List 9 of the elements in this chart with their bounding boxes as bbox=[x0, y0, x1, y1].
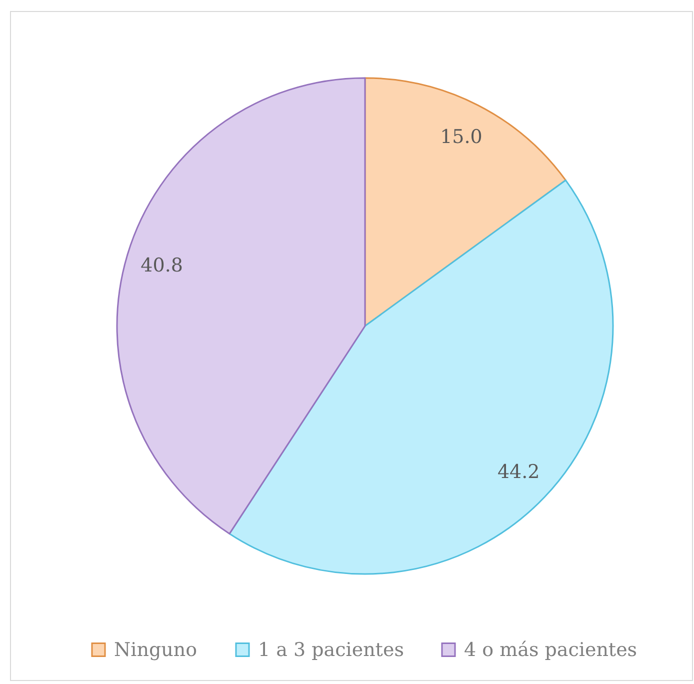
data-label: 15.0 bbox=[440, 126, 482, 148]
legend-label: Ninguno bbox=[114, 638, 198, 661]
pie-slice bbox=[228, 179, 614, 574]
data-label: 44.2 bbox=[497, 461, 540, 484]
pie-slice bbox=[116, 77, 366, 534]
data-label: 40.8 bbox=[140, 254, 183, 277]
legend-label: 1 a 3 pacientes bbox=[258, 638, 404, 661]
legend-label: 4 o más pacientes bbox=[464, 638, 638, 661]
pie-slice bbox=[364, 77, 566, 327]
